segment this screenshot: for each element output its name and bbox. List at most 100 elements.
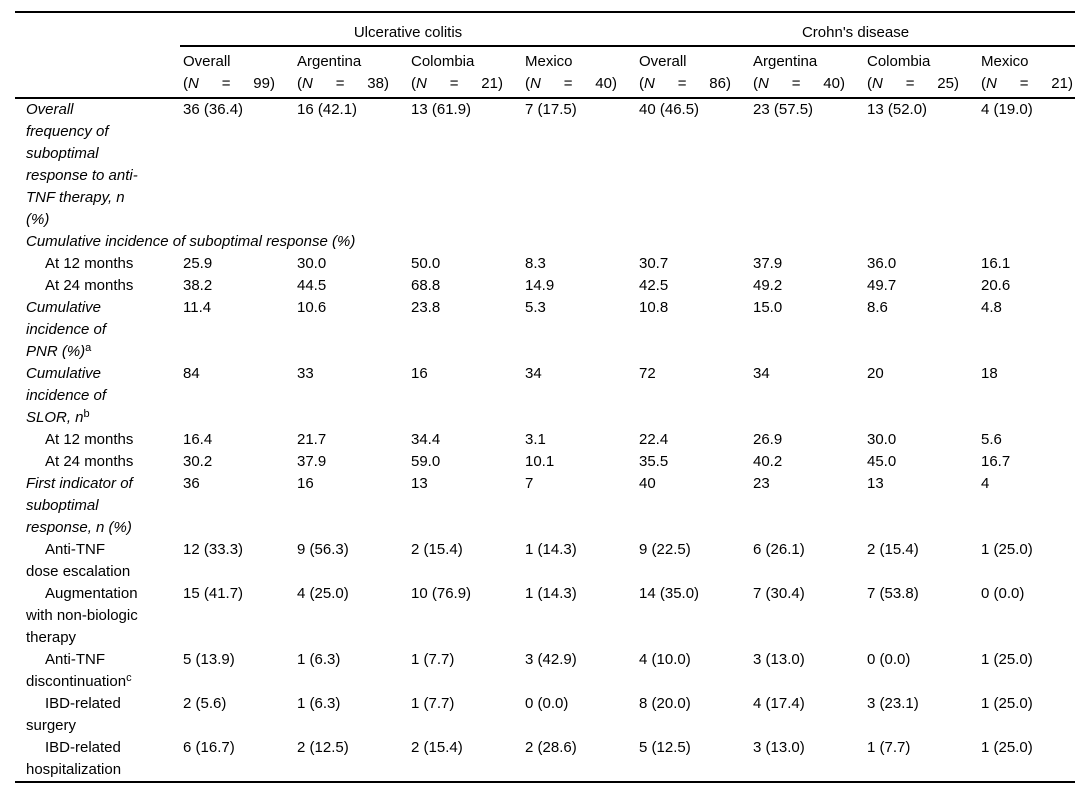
cell-value: 2 (12.5): [294, 737, 408, 783]
cell-value: 30.7: [639, 255, 669, 272]
cell-value: 7 (53.8): [867, 585, 919, 602]
group-header-crohns-disease: Crohn's disease: [636, 12, 1076, 47]
row-label: Anti-TNF discontinuationc: [26, 651, 132, 690]
table-row: Anti-TNF dose escalation 12 (33.3) 9 (56.3…: [15, 539, 1075, 583]
cell-value: 20: [867, 365, 884, 382]
column-header: Mexico (N = 40): [522, 46, 636, 99]
cell-value: 42.5: [639, 277, 669, 294]
cell-value: 26.9: [753, 431, 783, 448]
cell-value: 20.6: [981, 277, 1011, 294]
results-table: Ulcerative colitis Crohn's disease Overa…: [15, 11, 1076, 783]
cell-value: 40: [639, 475, 656, 492]
row-label: Cumulative incidence of PNR (%)a: [26, 299, 107, 360]
cell-value: 16.1: [981, 255, 1011, 272]
column-n-count: (N = 21): [411, 75, 503, 92]
cell-value: 18: [981, 365, 998, 382]
table-row: Augmentation with non-biologic therapy 15…: [15, 583, 1075, 649]
table-row: At 12 months 16.4 21.7 34.4 3.1 22.4 26.9 30.0 5…: [15, 429, 1075, 451]
cell-value: 30.2: [183, 453, 213, 470]
column-n-count: (N = 99): [183, 75, 275, 92]
column-name: Colombia: [411, 53, 475, 70]
row-label: Augmentation with non-biologic therapy: [26, 585, 138, 646]
cell-value: 2 (28.6): [522, 737, 636, 783]
column-header: Argentina (N = 40): [750, 46, 864, 99]
column-n-count: (N = 86): [639, 75, 731, 92]
cell-value: 23 (57.5): [753, 101, 814, 118]
cell-value: 4 (19.0): [981, 101, 1033, 118]
table-row: Cumulative incidence of SLOR, nb 84 33 16 34…: [15, 363, 1075, 429]
cell-value: 3 (13.0): [753, 651, 805, 668]
cell-value: 1 (6.3): [297, 695, 341, 712]
column-name: Colombia: [867, 53, 931, 70]
cell-value: 16 (42.1): [297, 101, 358, 118]
cell-value: 1 (25.0): [981, 541, 1033, 558]
cell-value: 5.3: [525, 299, 546, 316]
cell-value: 4 (10.0): [639, 651, 691, 668]
cell-value: 21.7: [297, 431, 327, 448]
group-header-ulcerative-colitis: Ulcerative colitis: [180, 12, 636, 47]
cell-value: 50.0: [411, 255, 441, 272]
cell-value: 3 (23.1): [867, 695, 919, 712]
cell-value: 38.2: [183, 277, 213, 294]
table-row: Overall frequency of suboptimal response…: [15, 98, 1075, 231]
row-label: Anti-TNF dose escalation: [26, 541, 131, 580]
cell-value: 13: [411, 475, 428, 492]
cell-value: 12 (33.3): [183, 541, 244, 558]
cell-value: 30.0: [867, 431, 897, 448]
cell-value: 23: [753, 475, 770, 492]
cell-value: 35.5: [639, 453, 669, 470]
cell-value: 34: [753, 365, 770, 382]
column-n-count: (N = 40): [525, 75, 617, 92]
cell-value: 4: [981, 475, 990, 492]
footnote-marker: c: [126, 672, 132, 684]
cell-value: 13 (52.0): [867, 101, 928, 118]
cell-value: 34.4: [411, 431, 441, 448]
cell-value: 36.0: [867, 255, 897, 272]
cell-value: 45.0: [867, 453, 897, 470]
cell-value: 10 (76.9): [411, 585, 472, 602]
row-label: First indicator of suboptimal response, …: [26, 475, 133, 536]
cell-value: 7: [525, 475, 534, 492]
table-row: At 12 months 25.9 30.0 50.0 8.3 30.7 37.9 36.0 1…: [15, 253, 1075, 275]
column-name: Argentina: [297, 53, 362, 70]
cell-value: 36: [183, 475, 200, 492]
cell-value: 23.8: [411, 299, 441, 316]
cell-value: 3 (13.0): [750, 737, 864, 783]
cell-value: 8.6: [867, 299, 888, 316]
cell-value: 10.8: [639, 299, 669, 316]
cell-value: 36 (36.4): [183, 101, 244, 118]
cell-value: 2 (15.4): [408, 737, 522, 783]
row-label: IBD-related hospitalization: [15, 737, 180, 783]
cell-value: 3 (42.9): [525, 651, 577, 668]
cell-value: 5 (12.5): [636, 737, 750, 783]
cell-value: 14.9: [525, 277, 555, 294]
corner-cell: [15, 12, 180, 46]
cell-value: 1 (6.3): [297, 651, 341, 668]
cell-value: 8 (20.0): [639, 695, 691, 712]
table-row: At 24 months 30.2 37.9 59.0 10.1 35.5 40.2 45.0…: [15, 451, 1075, 473]
column-header: Overall (N = 99): [180, 46, 294, 99]
cell-value: 33: [297, 365, 314, 382]
cell-value: 30.0: [297, 255, 327, 272]
cell-value: 7 (30.4): [753, 585, 805, 602]
column-header: Overall (N = 86): [636, 46, 750, 99]
column-name: Mexico: [981, 53, 1029, 70]
cell-value: 1 (25.0): [981, 695, 1033, 712]
cell-value: 72: [639, 365, 656, 382]
row-label: IBD-related surgery: [26, 695, 121, 734]
column-n-count: (N = 40): [753, 75, 845, 92]
cell-value: 16: [297, 475, 314, 492]
cell-value: 1 (25.0): [981, 651, 1033, 668]
cell-value: 8.3: [525, 255, 546, 272]
cell-value: 14 (35.0): [639, 585, 700, 602]
table-row: Cumulative incidence of suboptimal respo…: [15, 231, 1075, 253]
cell-value: 0 (0.0): [525, 695, 569, 712]
cell-value: 9 (22.5): [639, 541, 691, 558]
cell-value: 16.4: [183, 431, 213, 448]
row-label: At 24 months: [45, 453, 134, 470]
cell-value: 4 (17.4): [753, 695, 805, 712]
cell-value: 22.4: [639, 431, 669, 448]
cell-value: 2 (5.6): [183, 695, 227, 712]
group-header-row: Ulcerative colitis Crohn's disease: [15, 12, 1076, 47]
